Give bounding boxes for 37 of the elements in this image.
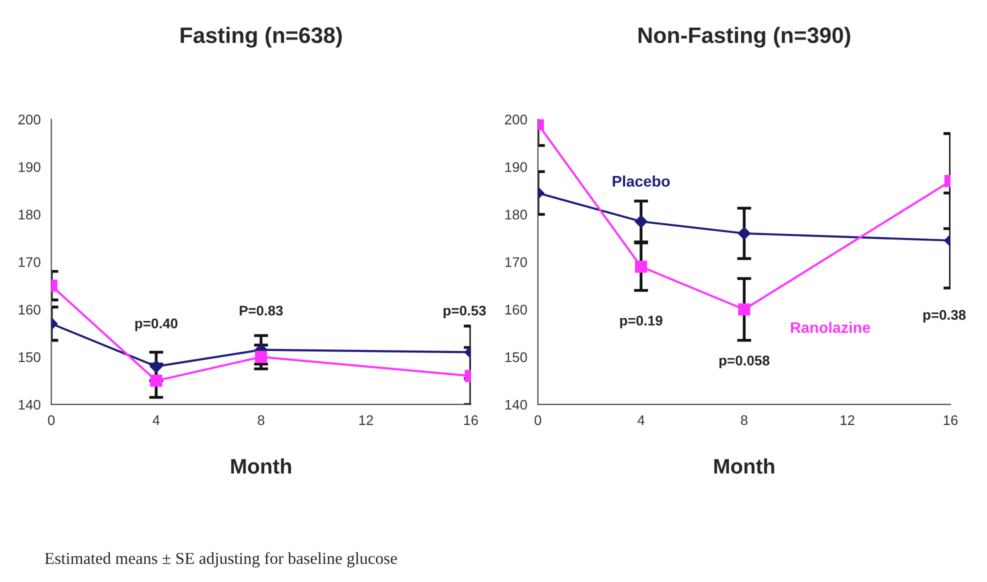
y-tick-label: 180 [18, 210, 40, 220]
text: Estimated means ± SE adjusting for baseline glucose [44, 552, 397, 568]
x-tick-label: 4 [638, 415, 645, 425]
x-tick-label: 0 [48, 415, 55, 426]
y-tick-label: 160 [505, 304, 527, 315]
y-tick-label: 200 [18, 114, 40, 124]
annotation: p=0.19 [620, 316, 662, 328]
annotation: p=0.38 [923, 310, 966, 323]
y-tick-label: 150 [505, 352, 527, 362]
x-tick-label: 12 [359, 415, 373, 425]
text: Ranolazine [791, 322, 870, 333]
y-tick-label: 190 [18, 162, 40, 172]
x-tick-label: 16 [464, 415, 478, 426]
x-tick-label: 0 [534, 415, 542, 426]
x-tick-label: 8 [258, 415, 264, 426]
series-label: Placebo [612, 175, 670, 187]
chart-title: Fasting (n=638) [180, 26, 342, 48]
y-tick-label: 140 [18, 400, 40, 410]
x-tick-label: 8 [740, 415, 748, 426]
y-tick-label: 170 [505, 257, 527, 268]
annotation: p=0.40 [135, 318, 178, 332]
annotation: P=0.83 [240, 306, 283, 316]
annotation: p=0.53 [444, 306, 486, 318]
x-axis-title: Month [714, 458, 774, 474]
x-tick-label: 16 [944, 415, 958, 426]
x-tick-label: 12 [840, 415, 854, 425]
x-tick-label: 4 [152, 415, 160, 425]
annotation: p=0.058 [719, 356, 770, 368]
y-tick-label: 150 [18, 352, 40, 362]
y-tick-label: 140 [505, 400, 527, 410]
y-tick-label: 170 [18, 257, 40, 268]
x-axis-title: Month [231, 458, 292, 474]
y-tick-label: 180 [505, 210, 527, 220]
chart-title: Non-Fasting (n=390) [638, 26, 850, 48]
y-tick-label: 190 [505, 162, 527, 172]
y-tick-label: 160 [18, 304, 40, 315]
y-tick-label: 200 [505, 114, 527, 124]
